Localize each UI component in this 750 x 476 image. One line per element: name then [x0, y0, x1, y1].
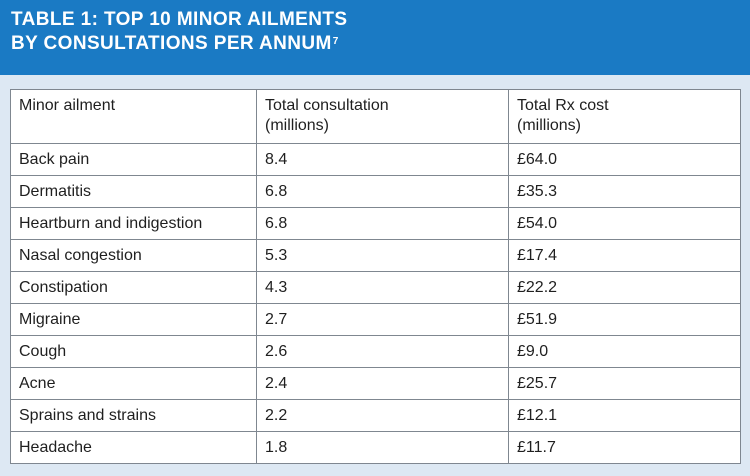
column-header-label: Minor ailment: [19, 97, 116, 114]
cell-consultations: 4.3: [256, 271, 509, 304]
cell-rx-cost: £22.2: [508, 271, 741, 304]
cell-ailment: Heartburn and indigestion: [10, 207, 257, 240]
cell-consultations: 6.8: [256, 175, 509, 208]
ailments-table-container: Minor ailment Total consultation (millio…: [10, 89, 741, 464]
table-row: Nasal congestion 5.3 £17.4: [10, 239, 741, 272]
cell-consultations: 2.4: [256, 367, 509, 400]
table-title-line-1: TABLE 1: TOP 10 MINOR AILMENTS: [11, 9, 348, 30]
cell-ailment: Acne: [10, 367, 257, 400]
table-row: Headache 1.8 £11.7: [10, 431, 741, 464]
table-row: Dermatitis 6.8 £35.3: [10, 175, 741, 208]
table-row: Constipation 4.3 £22.2: [10, 271, 741, 304]
table-row: Cough 2.6 £9.0: [10, 335, 741, 368]
cell-rx-cost: £51.9: [508, 303, 741, 336]
table-row: Acne 2.4 £25.7: [10, 367, 741, 400]
column-header-unit: (millions): [517, 117, 581, 134]
cell-ailment: Constipation: [10, 271, 257, 304]
table-title-line-2-text: BY CONSULTATIONS PER ANNUM: [11, 33, 332, 54]
table-title-line-2: BY CONSULTATIONS PER ANNUM7: [11, 34, 339, 54]
cell-ailment: Dermatitis: [10, 175, 257, 208]
cell-rx-cost: £25.7: [508, 367, 741, 400]
column-header-label: Total Rx cost: [517, 97, 609, 114]
cell-rx-cost: £11.7: [508, 431, 741, 464]
cell-ailment: Nasal congestion: [10, 239, 257, 272]
cell-consultations: 6.8: [256, 207, 509, 240]
header-row: Minor ailment Total consultation (millio…: [10, 89, 741, 144]
column-header-unit: (millions): [265, 117, 329, 134]
column-header-ailment: Minor ailment: [10, 89, 257, 144]
cell-rx-cost: £64.0: [508, 143, 741, 176]
cell-rx-cost: £54.0: [508, 207, 741, 240]
column-header-rx-cost: Total Rx cost (millions): [508, 89, 741, 144]
cell-consultations: 5.3: [256, 239, 509, 272]
cell-rx-cost: £12.1: [508, 399, 741, 432]
reference-superscript: 7: [332, 36, 339, 47]
cell-ailment: Sprains and strains: [10, 399, 257, 432]
column-header-label: Total consultation: [265, 97, 389, 114]
title-banner: TABLE 1: TOP 10 MINOR AILMENTS BY CONSUL…: [0, 0, 750, 75]
cell-ailment: Migraine: [10, 303, 257, 336]
ailments-table: Minor ailment Total consultation (millio…: [10, 89, 741, 464]
cell-consultations: 1.8: [256, 431, 509, 464]
table-row: Back pain 8.4 £64.0: [10, 143, 741, 176]
cell-rx-cost: £17.4: [508, 239, 741, 272]
cell-consultations: 2.2: [256, 399, 509, 432]
table-row: Heartburn and indigestion 6.8 £54.0: [10, 207, 741, 240]
table-row: Sprains and strains 2.2 £12.1: [10, 399, 741, 432]
cell-ailment: Headache: [10, 431, 257, 464]
cell-consultations: 2.6: [256, 335, 509, 368]
cell-consultations: 8.4: [256, 143, 509, 176]
cell-consultations: 2.7: [256, 303, 509, 336]
cell-rx-cost: £9.0: [508, 335, 741, 368]
cell-ailment: Back pain: [10, 143, 257, 176]
cell-rx-cost: £35.3: [508, 175, 741, 208]
cell-ailment: Cough: [10, 335, 257, 368]
table-row: Migraine 2.7 £51.9: [10, 303, 741, 336]
column-header-consultations: Total consultation (millions): [256, 89, 509, 144]
